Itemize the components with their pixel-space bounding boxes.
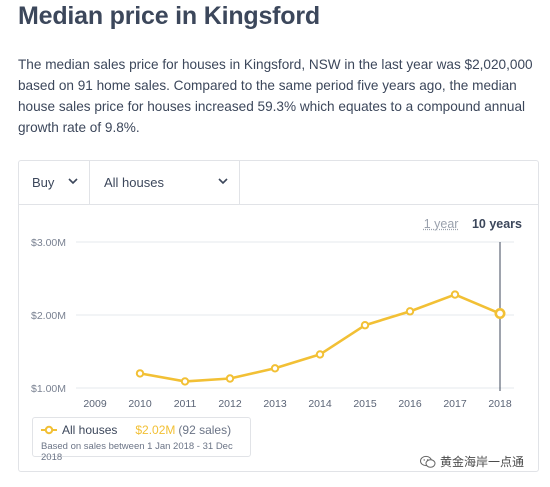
x-tick-label: 2010 <box>128 398 152 410</box>
data-point <box>405 307 415 316</box>
chevron-down-icon <box>218 178 228 185</box>
property-type-select[interactable]: All houses <box>90 161 240 204</box>
series-marker-icon <box>41 425 57 435</box>
data-point <box>360 321 370 330</box>
x-tick-label: 2011 <box>174 398 197 410</box>
x-tick-label: 2018 <box>488 398 512 410</box>
chart-controls: Buy All houses <box>19 161 538 205</box>
page-title: Median price in Kingsford <box>18 2 320 30</box>
chart-legend: All houses $2.02M (92 sales) Based on sa… <box>32 417 251 463</box>
property-type-label: All houses <box>104 175 164 190</box>
x-tick-label: 2013 <box>263 398 287 410</box>
data-point <box>225 374 235 383</box>
data-point <box>135 369 145 378</box>
x-tick-label: 2014 <box>308 398 332 410</box>
y-tick-label: $3.00M <box>31 237 66 249</box>
data-point <box>450 290 460 299</box>
y-tick-label: $1.00M <box>31 383 66 395</box>
x-tick-label: 2015 <box>353 398 377 410</box>
x-tick-label: 2012 <box>218 398 242 410</box>
wechat-watermark: 黄金海岸一点通 <box>420 453 524 470</box>
legend-row: All houses $2.02M (92 sales) <box>41 423 231 437</box>
legend-sales-count: (92 sales) <box>178 423 232 437</box>
data-point <box>270 364 280 373</box>
legend-series-name: All houses <box>62 423 118 437</box>
range-1-year-link[interactable]: 1 year <box>423 217 459 231</box>
range-toggle: 1 year 10 years <box>424 217 522 231</box>
legend-value: $2.02M <box>135 423 176 437</box>
data-point <box>180 377 190 386</box>
x-tick-label: 2009 <box>83 398 107 410</box>
median-price-chart-card: Buy All houses 1 year 10 years $1.00M $2.… <box>18 160 539 472</box>
median-price-line-chart: $1.00M $2.00M $3.00M 2009 2010 2011 2012 2013 20… <box>31 237 514 410</box>
x-tick-label: 2017 <box>443 398 467 410</box>
price-description: The median sales price for houses in Kin… <box>18 57 533 135</box>
wechat-icon <box>420 455 436 468</box>
series-line <box>138 293 502 383</box>
range-10-years-link[interactable]: 10 years <box>471 217 522 231</box>
buy-select-label: Buy <box>32 175 55 190</box>
data-point <box>315 350 325 359</box>
x-tick-label: 2016 <box>398 398 422 410</box>
buy-select[interactable]: Buy <box>19 161 90 204</box>
data-point <box>494 308 506 320</box>
y-tick-label: $2.00M <box>31 310 66 322</box>
chevron-down-icon <box>68 178 78 185</box>
watermark-text: 黄金海岸一点通 <box>440 455 525 469</box>
legend-note: Based on sales between 1 Jan 2018 - 31 D… <box>41 441 233 463</box>
